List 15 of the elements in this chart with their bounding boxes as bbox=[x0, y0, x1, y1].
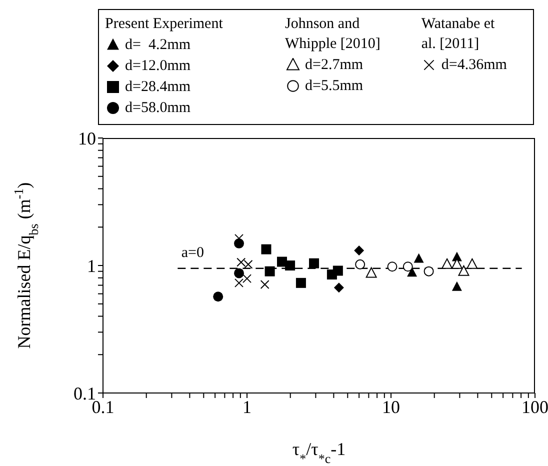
annotation: a=0 bbox=[181, 244, 204, 262]
legend-label: d=58.0mm bbox=[125, 98, 191, 118]
x-tick-label: 1 bbox=[242, 396, 252, 417]
x-tick-label: 100 bbox=[522, 396, 548, 417]
legend-label: d= 4.2mm bbox=[125, 36, 191, 54]
y-tick-label: 10 bbox=[78, 128, 96, 148]
text: Present Experiment bbox=[105, 15, 224, 34]
x-axis-title: τ$_{*}$/τ$_{*c}$-1 bbox=[292, 439, 346, 466]
legend-label: d=5.5mm bbox=[305, 76, 364, 96]
legend-label: d=12.0mm bbox=[125, 56, 191, 76]
x-tick-label: 10 bbox=[382, 396, 400, 417]
legend-label: d=28.4mm bbox=[125, 78, 191, 96]
y-tick-label: 1 bbox=[87, 256, 96, 276]
legend-label: d=2.7mm bbox=[305, 56, 364, 74]
legend-label: d=4.36mm bbox=[441, 56, 507, 74]
